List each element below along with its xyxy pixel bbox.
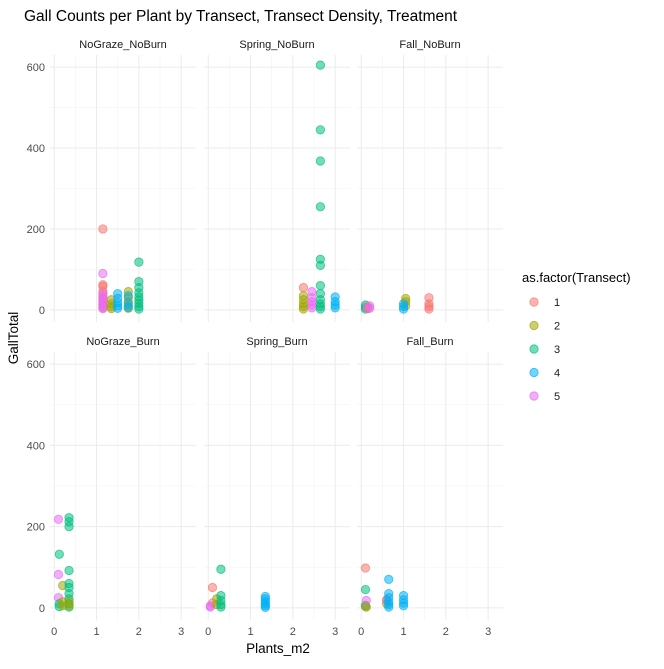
data-point [113,303,123,313]
legend-key-marker [529,297,539,307]
x-tick-label: 2 [290,626,296,638]
data-point [398,601,409,611]
x-tick-label: 0 [358,626,364,638]
data-point [315,260,325,270]
legend-key-label: 4 [554,368,560,380]
data-point [98,304,108,314]
data-point [365,303,375,313]
facet-panel: NoGraze_NoBurn 0 200 400 600 [27,39,196,322]
x-tick-label: 1 [400,626,406,638]
y-tick-label: 600 [27,62,45,74]
legend-key-label: 2 [554,321,560,333]
legend-key-marker [529,391,539,401]
x-tick-label: 3 [178,626,184,638]
data-point [315,280,325,291]
x-tick-label: 3 [332,626,338,638]
data-point [307,303,317,313]
data-point [315,60,325,70]
data-point [398,304,409,314]
facet-panel: NoGraze_Burn 0 200 400 600 0 1 2 3 [27,336,196,638]
x-tick-label: 2 [136,626,142,638]
x-tick-label: 3 [485,626,491,638]
data-point [315,156,325,166]
data-point [384,602,394,612]
data-point [98,224,108,234]
data-point [53,514,64,524]
data-point [216,564,226,574]
data-point [98,268,108,279]
facet-strip-label: NoGraze_NoBurn [79,39,166,51]
legend-key-label: 3 [554,344,560,356]
data-point [260,602,270,613]
data-point [207,582,218,593]
y-tick-label: 200 [27,522,45,534]
data-point [361,602,371,612]
data-point [360,584,371,595]
data-point [64,522,74,532]
x-axis-label: Plants_m2 [246,641,310,656]
data-point [134,257,144,267]
data-point [360,563,371,573]
facet-strip-label: Fall_Burn [406,336,453,348]
facet-panel: Fall_NoBurn [357,39,503,322]
x-tick-label: 0 [51,626,57,638]
x-tick-label: 2 [443,626,449,638]
facet-panel: Fall_Burn 0 1 2 3 [357,336,503,638]
facet-strip-label: Spring_Burn [246,336,307,348]
data-point [424,304,434,314]
data-point [64,601,74,611]
x-tick-label: 1 [93,626,99,638]
data-point [53,569,64,580]
data-point [123,291,133,301]
data-point [315,304,325,314]
data-point [298,304,309,314]
legend-key-marker [529,367,539,378]
data-point [216,602,226,612]
data-point [298,283,309,293]
y-axis-label: GallTotal [6,312,21,365]
legend-key-marker [529,344,539,354]
facet-panel: Spring_NoBurn [204,39,350,322]
chart-title: Gall Counts per Plant by Transect, Trans… [24,8,458,25]
legend-key-marker [529,320,539,331]
facet-panel: Spring_Burn 0 1 2 3 [204,336,350,638]
facet-strip-label: Spring_NoBurn [239,39,314,51]
data-point [315,125,325,135]
y-tick-label: 0 [39,305,45,317]
y-tick-label: 400 [27,440,45,452]
facet-strip-label: Fall_NoBurn [399,39,460,51]
data-point [330,303,340,313]
legend-key-label: 1 [554,297,560,309]
y-tick-label: 400 [27,143,45,155]
facet-strip-label: NoGraze_Burn [86,336,159,348]
data-point [123,302,133,313]
x-tick-label: 1 [247,626,253,638]
data-point [315,202,325,212]
legend-title: as.factor(Transect) [522,270,631,285]
y-tick-label: 200 [27,224,45,236]
data-point [54,549,64,559]
x-tick-label: 0 [205,626,211,638]
data-point [134,304,144,314]
y-tick-label: 0 [39,603,45,615]
legend: 1 2 3 4 5 [529,297,560,403]
data-point [64,565,74,576]
legend-key-label: 5 [554,391,560,403]
data-point [384,574,394,584]
y-tick-label: 600 [27,359,45,371]
